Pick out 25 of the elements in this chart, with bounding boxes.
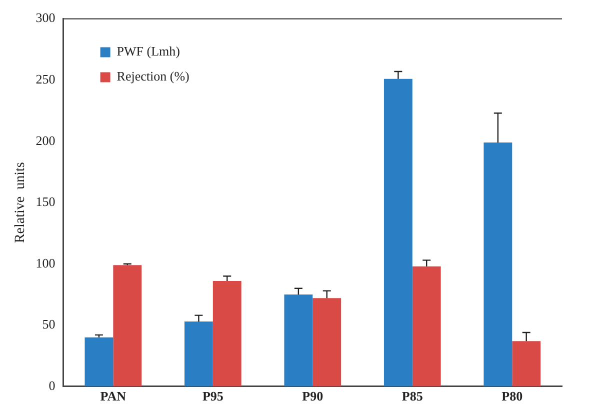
x-tick-label: P80 — [502, 388, 523, 404]
bar — [184, 321, 213, 386]
y-tick-label: 200 — [36, 132, 56, 148]
legend-label: PWF (Lmh) — [116, 44, 180, 59]
y-tick-label: 150 — [36, 194, 56, 210]
bar — [113, 265, 142, 386]
x-tick-label: P95 — [202, 388, 224, 404]
bar — [212, 281, 242, 386]
x-tick-label: P85 — [402, 388, 424, 404]
bar — [484, 142, 512, 386]
x-tick-label: P90 — [302, 388, 324, 404]
y-tick-label: 100 — [36, 255, 56, 270]
bar — [312, 298, 342, 386]
bar — [512, 341, 541, 386]
y-tick-label: 250 — [36, 71, 56, 86]
bar — [384, 78, 412, 386]
y-tick-label: 0 — [48, 378, 56, 393]
legend-label: Rejection (%) — [116, 68, 190, 84]
y-tick-label: 50 — [42, 316, 56, 332]
y-tick-label: 300 — [36, 10, 56, 26]
y-axis-title: Relative units — [13, 162, 28, 244]
bar — [412, 266, 441, 386]
bar — [284, 294, 313, 386]
bar — [84, 337, 114, 386]
x-tick-label: PAN — [100, 388, 127, 404]
